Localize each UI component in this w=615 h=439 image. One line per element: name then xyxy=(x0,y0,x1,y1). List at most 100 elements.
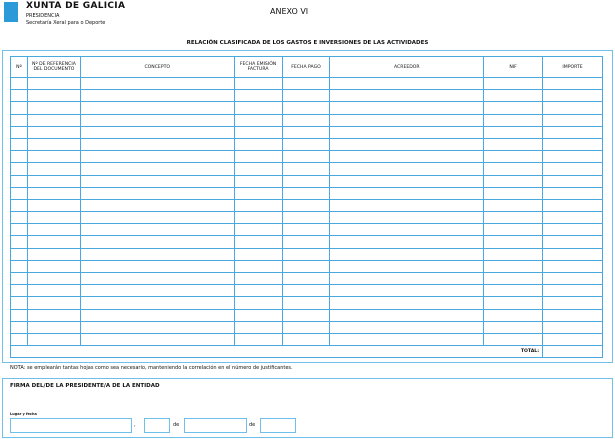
table-cell[interactable] xyxy=(10,332,28,347)
table-cell[interactable] xyxy=(542,308,603,322)
table-cell[interactable] xyxy=(79,125,235,139)
table-cell[interactable] xyxy=(281,259,331,274)
table-cell[interactable] xyxy=(26,76,81,91)
table-cell[interactable] xyxy=(233,125,283,139)
table-cell[interactable] xyxy=(79,332,235,347)
table-cell[interactable] xyxy=(483,223,544,237)
table-cell[interactable] xyxy=(329,271,485,286)
table-cell[interactable] xyxy=(483,174,544,188)
table-cell[interactable] xyxy=(281,223,331,237)
table-cell[interactable] xyxy=(233,308,283,322)
table-cell[interactable] xyxy=(329,259,485,274)
table-cell[interactable] xyxy=(26,198,81,213)
table-cell[interactable] xyxy=(233,271,283,286)
table-cell[interactable] xyxy=(329,198,485,213)
table-cell[interactable] xyxy=(10,186,28,200)
table-cell[interactable] xyxy=(10,162,28,176)
table-cell[interactable] xyxy=(26,271,81,286)
table-cell[interactable] xyxy=(10,198,28,213)
table-cell[interactable] xyxy=(483,247,544,261)
table-cell[interactable] xyxy=(281,137,331,152)
table-cell[interactable] xyxy=(542,137,603,152)
table-cell[interactable] xyxy=(79,235,235,249)
table-cell[interactable] xyxy=(26,211,81,225)
table-cell[interactable] xyxy=(281,162,331,176)
table-cell[interactable] xyxy=(281,174,331,188)
table-cell[interactable] xyxy=(233,186,283,200)
table-cell[interactable] xyxy=(329,296,485,310)
table-cell[interactable] xyxy=(281,235,331,249)
table-cell[interactable] xyxy=(233,320,283,334)
table-cell[interactable] xyxy=(26,296,81,310)
table-cell[interactable] xyxy=(233,137,283,152)
table-cell[interactable] xyxy=(10,137,28,152)
table-cell[interactable] xyxy=(483,259,544,274)
table-cell[interactable] xyxy=(10,211,28,225)
table-cell[interactable] xyxy=(10,174,28,188)
table-cell[interactable] xyxy=(233,223,283,237)
table-cell[interactable] xyxy=(329,247,485,261)
table-cell[interactable] xyxy=(542,162,603,176)
table-cell[interactable] xyxy=(233,284,283,298)
table-cell[interactable] xyxy=(329,101,485,115)
month-field[interactable] xyxy=(184,418,247,433)
table-cell[interactable] xyxy=(483,150,544,164)
table-cell[interactable] xyxy=(26,332,81,347)
table-cell[interactable] xyxy=(233,211,283,225)
table-cell[interactable] xyxy=(281,101,331,115)
table-cell[interactable] xyxy=(10,125,28,139)
table-cell[interactable] xyxy=(79,150,235,164)
table-cell[interactable] xyxy=(10,223,28,237)
table-cell[interactable] xyxy=(483,113,544,127)
table-cell[interactable] xyxy=(233,162,283,176)
table-cell[interactable] xyxy=(26,247,81,261)
table-cell[interactable] xyxy=(79,284,235,298)
table-cell[interactable] xyxy=(483,332,544,347)
table-cell[interactable] xyxy=(483,137,544,152)
table-cell[interactable] xyxy=(79,271,235,286)
table-cell[interactable] xyxy=(542,76,603,91)
table-cell[interactable] xyxy=(79,247,235,261)
table-cell[interactable] xyxy=(79,259,235,274)
table-cell[interactable] xyxy=(542,259,603,274)
table-cell[interactable] xyxy=(26,89,81,103)
table-cell[interactable] xyxy=(10,271,28,286)
table-cell[interactable] xyxy=(233,296,283,310)
table-cell[interactable] xyxy=(26,308,81,322)
table-cell[interactable] xyxy=(542,125,603,139)
table-cell[interactable] xyxy=(26,186,81,200)
table-cell[interactable] xyxy=(26,223,81,237)
table-cell[interactable] xyxy=(483,162,544,176)
table-cell[interactable] xyxy=(233,89,283,103)
table-cell[interactable] xyxy=(281,247,331,261)
table-cell[interactable] xyxy=(10,259,28,274)
table-cell[interactable] xyxy=(233,101,283,115)
table-cell[interactable] xyxy=(542,247,603,261)
table-cell[interactable] xyxy=(542,174,603,188)
year-field[interactable] xyxy=(260,418,296,433)
table-cell[interactable] xyxy=(10,308,28,322)
table-cell[interactable] xyxy=(542,101,603,115)
table-cell[interactable] xyxy=(483,101,544,115)
table-cell[interactable] xyxy=(329,113,485,127)
table-cell[interactable] xyxy=(329,223,485,237)
table-cell[interactable] xyxy=(26,320,81,334)
table-cell[interactable] xyxy=(483,235,544,249)
table-cell[interactable] xyxy=(281,332,331,347)
table-cell[interactable] xyxy=(10,76,28,91)
table-cell[interactable] xyxy=(26,235,81,249)
table-cell[interactable] xyxy=(26,137,81,152)
table-cell[interactable] xyxy=(10,284,28,298)
table-cell[interactable] xyxy=(329,186,485,200)
table-cell[interactable] xyxy=(542,186,603,200)
table-cell[interactable] xyxy=(233,76,283,91)
table-cell[interactable] xyxy=(79,89,235,103)
table-cell[interactable] xyxy=(329,162,485,176)
table-cell[interactable] xyxy=(542,284,603,298)
table-cell[interactable] xyxy=(329,125,485,139)
table-cell[interactable] xyxy=(329,320,485,334)
table-cell[interactable] xyxy=(281,150,331,164)
table-cell[interactable] xyxy=(281,284,331,298)
table-cell[interactable] xyxy=(79,223,235,237)
table-cell[interactable] xyxy=(483,271,544,286)
